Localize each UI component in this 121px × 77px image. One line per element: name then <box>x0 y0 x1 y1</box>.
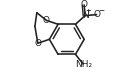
Text: −: − <box>98 8 104 14</box>
Text: O: O <box>43 16 50 25</box>
Text: O: O <box>34 39 41 48</box>
Text: NH₂: NH₂ <box>75 60 92 69</box>
Text: +: + <box>86 8 91 14</box>
Text: O: O <box>81 0 88 9</box>
Text: N: N <box>82 11 88 20</box>
Text: O: O <box>93 10 100 19</box>
